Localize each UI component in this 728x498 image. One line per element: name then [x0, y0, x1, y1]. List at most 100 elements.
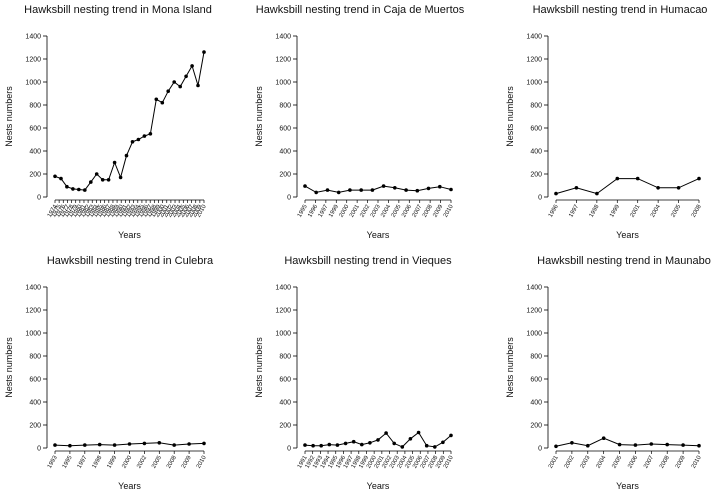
- data-point: [359, 188, 364, 192]
- x-tick-label: 2009: [675, 454, 687, 469]
- x-tick-label: 1997: [77, 454, 89, 469]
- chart-panel-1: Hawksbill nesting trend in Mona Island 0 2…: [4, 4, 212, 240]
- x-axis-label: Years: [367, 230, 390, 240]
- data-point: [127, 442, 132, 446]
- data-point: [124, 153, 129, 158]
- data-point: [400, 445, 405, 449]
- data-point: [656, 186, 660, 190]
- data-point: [441, 440, 445, 445]
- data-point: [112, 160, 117, 165]
- x-tick-label: 1997: [568, 203, 580, 218]
- x-tick-label: 1998: [92, 454, 104, 469]
- data-point: [118, 175, 123, 180]
- data-point: [376, 438, 380, 442]
- y-tick-label: 0: [37, 195, 41, 202]
- data-point: [595, 191, 599, 196]
- data-point: [166, 89, 170, 93]
- y-tick-label: 600: [29, 126, 41, 133]
- series-line: [54, 52, 205, 191]
- data-point: [416, 430, 421, 435]
- y-tick-label: 800: [530, 354, 542, 361]
- x-tick-label: 1996: [548, 203, 560, 218]
- y-tick-label: 200: [29, 172, 41, 179]
- data-point: [53, 443, 57, 447]
- data-point: [196, 83, 200, 88]
- y-tick-label: 1400: [526, 34, 542, 41]
- chart-panel-4: Hawksbill nesting trend in Culebra 0 200 40…: [4, 255, 214, 491]
- y-tick-label: 0: [538, 446, 542, 453]
- y-tick-label: 1400: [25, 34, 41, 41]
- y-tick-label: 1000: [25, 331, 41, 338]
- y-tick-label: 600: [279, 377, 291, 384]
- data-point: [649, 442, 654, 446]
- data-point: [89, 180, 93, 184]
- data-point: [408, 437, 413, 441]
- data-point: [190, 64, 194, 68]
- y-tick-label: 400: [29, 149, 41, 156]
- x-tick-label: 2002: [564, 454, 576, 469]
- data-point: [449, 433, 453, 438]
- y-tick-label: 0: [287, 446, 291, 453]
- data-point: [368, 441, 372, 445]
- data-point: [142, 134, 147, 138]
- data-point: [303, 443, 307, 447]
- y-tick-label: 400: [279, 400, 291, 407]
- data-point: [142, 441, 147, 446]
- data-point: [343, 441, 348, 446]
- x-tick-label: 2005: [151, 454, 163, 469]
- y-tick-label: 600: [530, 377, 542, 384]
- data-point: [178, 84, 182, 89]
- y-tick-label: 800: [29, 354, 41, 361]
- data-point: [351, 439, 356, 444]
- data-point: [574, 186, 579, 190]
- x-tick-label: 2000: [121, 454, 133, 469]
- data-point: [433, 445, 437, 449]
- data-point: [130, 140, 135, 144]
- data-point: [187, 442, 191, 446]
- y-tick-label: 800: [279, 103, 291, 110]
- y-tick-label: 1000: [25, 80, 41, 87]
- data-point: [586, 443, 590, 448]
- x-tick-label: 2006: [627, 454, 639, 469]
- y-tick-label: 400: [279, 149, 291, 156]
- data-point: [202, 50, 206, 54]
- x-axis-label: Years: [616, 481, 639, 491]
- y-axis-label: Nests numbers: [505, 86, 515, 147]
- y-tick-label: 400: [530, 149, 542, 156]
- y-tick-label: 1200: [275, 57, 291, 64]
- x-tick-label: 2005: [611, 454, 623, 469]
- x-tick-label: 2002: [136, 454, 148, 469]
- x-tick-label: 2010: [691, 454, 703, 469]
- y-tick-label: 1200: [25, 57, 41, 64]
- y-tick-label: 600: [530, 126, 542, 133]
- chart-panel-5: Hawksbill nesting trend in Vieques 0 200 40…: [254, 255, 455, 491]
- y-tick-label: 800: [29, 103, 41, 110]
- x-tick-label: 2009: [181, 454, 193, 469]
- x-tick-label: 2010: [443, 203, 455, 218]
- y-tick-label: 400: [530, 400, 542, 407]
- y-tick-label: 200: [29, 423, 41, 430]
- data-point: [202, 441, 206, 446]
- x-tick-label: 1998: [589, 203, 601, 218]
- x-tick-label: 1995: [62, 454, 74, 469]
- data-point: [71, 187, 75, 191]
- chart-title: Hawksbill nesting trend in Vieques: [284, 255, 452, 267]
- x-axis-label: Years: [118, 230, 141, 240]
- data-point: [392, 441, 397, 446]
- data-point: [68, 443, 72, 448]
- data-point: [449, 187, 453, 192]
- data-point: [184, 74, 188, 79]
- data-point: [393, 186, 397, 190]
- data-point: [77, 187, 81, 192]
- chart-title: Hawksbill nesting trend in Mona Island: [24, 4, 212, 16]
- y-tick-label: 200: [530, 172, 542, 179]
- data-point: [336, 190, 341, 195]
- data-point: [157, 441, 162, 445]
- data-point: [633, 443, 638, 447]
- data-point: [370, 188, 375, 192]
- y-tick-label: 0: [538, 195, 542, 202]
- data-point: [303, 184, 307, 188]
- data-point: [83, 443, 87, 447]
- data-point: [65, 184, 69, 189]
